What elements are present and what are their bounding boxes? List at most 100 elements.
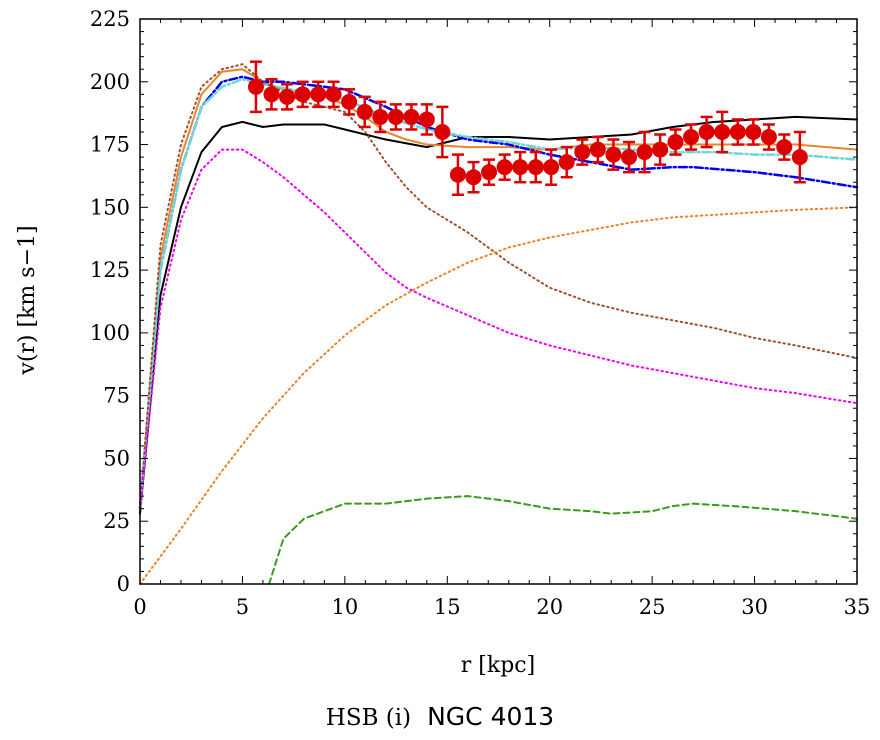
data-marker [279, 88, 296, 105]
data-point [652, 133, 669, 166]
x-tick-label: 35 [844, 595, 871, 619]
y-tick-label: 125 [90, 258, 130, 282]
model-curve-4 [139, 63, 858, 510]
data-point [558, 145, 575, 179]
data-point [512, 150, 529, 184]
data-marker [372, 108, 389, 125]
data-marker [449, 166, 466, 183]
data-point [589, 135, 606, 164]
data-marker [356, 103, 373, 120]
data-marker [791, 149, 808, 166]
data-marker [263, 86, 280, 103]
data-marker [341, 93, 358, 110]
data-point [403, 103, 420, 131]
data-point [776, 133, 793, 161]
data-point [729, 118, 746, 146]
data-marker [543, 159, 560, 176]
data-marker [294, 86, 311, 103]
data-marker [247, 78, 264, 95]
x-axis-label: r [kpc] [461, 653, 535, 678]
observed-data [247, 60, 808, 197]
data-marker [776, 139, 793, 156]
data-marker [512, 159, 529, 176]
model-curve-7 [268, 495, 858, 585]
y-tick-label: 100 [90, 321, 130, 345]
x-tick-label: 15 [434, 595, 461, 619]
data-marker [605, 146, 622, 163]
data-point [294, 80, 311, 109]
data-marker [745, 124, 762, 140]
data-point [310, 80, 327, 109]
data-marker [714, 124, 731, 140]
data-point [387, 103, 404, 131]
caption-sample: HSB (i) [326, 705, 411, 731]
data-point [605, 138, 622, 171]
model-curve-6 [139, 206, 858, 585]
data-point [667, 128, 684, 156]
data-marker [387, 108, 404, 125]
data-marker [620, 149, 637, 166]
data-marker [325, 86, 342, 103]
y-tick-label: 25 [103, 509, 130, 533]
data-marker [683, 129, 700, 146]
model-curve-0 [139, 115, 858, 515]
data-marker [574, 144, 591, 161]
data-point [636, 130, 653, 174]
y-axis-label: v(r) [km s−1] [15, 225, 40, 375]
data-point [325, 80, 342, 109]
x-tick-label: 20 [536, 595, 563, 619]
data-point [247, 60, 264, 114]
data-point [698, 115, 715, 149]
data-point [418, 103, 435, 136]
data-marker [558, 154, 575, 171]
data-point [263, 78, 280, 111]
y-tick-label: 50 [103, 446, 130, 470]
data-marker [652, 141, 669, 158]
data-point [481, 158, 498, 186]
x-tick-label: 0 [133, 595, 146, 619]
axis-ticks: 0 5 10 15 20 25 30 35 0 25 50 75 100 125 150 175 200 225 [90, 7, 870, 619]
y-tick-label: 225 [90, 7, 130, 31]
data-point [683, 123, 700, 151]
y-tick-label: 175 [90, 133, 130, 157]
data-marker [496, 159, 513, 176]
data-marker [418, 111, 435, 128]
data-point [372, 100, 389, 134]
model-curve-5 [139, 148, 858, 510]
x-tick-label: 5 [236, 595, 249, 619]
data-point [341, 88, 358, 116]
data-point [620, 140, 637, 174]
data-point [496, 153, 513, 181]
data-point [356, 95, 373, 129]
data-point [465, 160, 482, 194]
data-point [791, 130, 808, 184]
data-point [543, 148, 560, 186]
data-marker [527, 159, 544, 176]
data-point [527, 150, 544, 184]
data-marker [667, 134, 684, 151]
x-tick-label: 30 [741, 595, 768, 619]
x-tick-label: 10 [331, 595, 358, 619]
caption: HSB (i) NGC 4013 [326, 702, 554, 731]
y-tick-label: 0 [117, 572, 130, 596]
plot-frame [139, 18, 858, 585]
data-marker [465, 169, 482, 186]
model-curves [138, 63, 859, 585]
data-marker [729, 124, 746, 140]
y-tick-label: 150 [90, 195, 130, 219]
data-marker [481, 164, 498, 181]
data-point [574, 138, 591, 166]
data-marker [310, 86, 327, 103]
data-point [279, 83, 296, 111]
data-point [434, 105, 451, 159]
data-marker [636, 144, 653, 161]
data-marker [760, 129, 777, 146]
data-point [760, 123, 777, 151]
data-marker [434, 124, 451, 140]
y-tick-label: 75 [103, 384, 130, 408]
data-marker [589, 141, 606, 158]
data-marker [403, 108, 420, 125]
caption-galaxy: NGC 4013 [427, 702, 554, 731]
data-point [449, 153, 466, 197]
